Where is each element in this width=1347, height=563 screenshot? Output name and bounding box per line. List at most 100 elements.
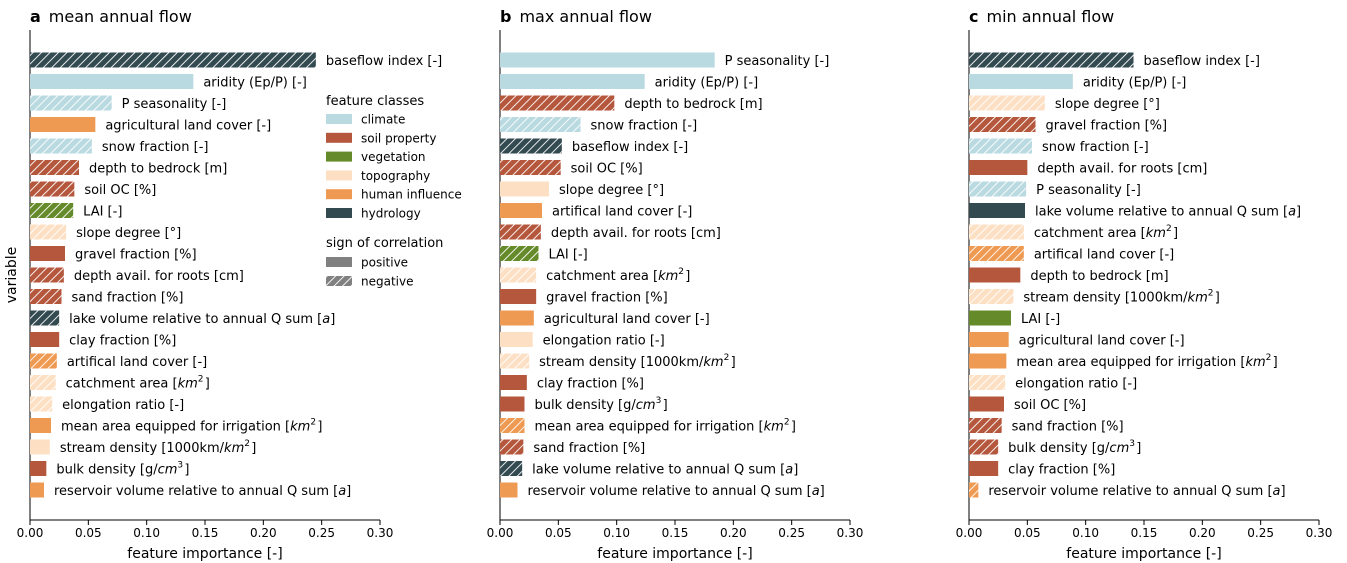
y-axis-label: variable	[4, 247, 20, 303]
bar-label: clay fraction [%]	[1008, 462, 1115, 477]
bar-label: soil OC [%]	[571, 161, 643, 176]
bar-p-seasonality	[30, 95, 112, 111]
bar-sand-fraction	[30, 289, 62, 304]
bar-label: artifical land cover [-]	[1034, 247, 1174, 262]
x-tick-label: 0.10	[133, 526, 160, 540]
bar-label: agricultural land cover [-]	[544, 312, 710, 327]
bar-label: baseflow index [-]	[1144, 54, 1260, 69]
legend-title-classes: feature classes	[326, 94, 424, 109]
bar-label: bulk density [g/cm3 ]	[535, 396, 668, 413]
bar-label: mean area equipped for irrigation [km2 ]	[1016, 353, 1277, 370]
legend-swatch-negative	[326, 276, 352, 286]
legend-title-sign: sign of correlation	[326, 236, 443, 251]
bar-sand-fraction	[969, 418, 1002, 433]
bar-clay-fraction	[30, 332, 60, 347]
legend-swatch-climate	[326, 114, 352, 124]
bar-agricultural-land-cover	[30, 117, 96, 132]
legend-swatch-hydrology	[326, 208, 352, 218]
bar-elongation-ratio	[500, 332, 533, 347]
bar-depth-avail-for-roots-cm	[30, 267, 64, 283]
bar-stream-density-1000km-km	[969, 289, 1014, 304]
legend-swatch-soil-property	[326, 132, 352, 143]
bar-depth-to-bedrock-m	[969, 267, 1021, 283]
bar-baseflow-index	[30, 52, 316, 68]
bar-lai	[969, 310, 1011, 326]
bar-label: reservoir volume relative to annual Q su…	[988, 484, 1285, 499]
legend: feature classes climate soil property veget…	[326, 94, 462, 289]
x-tick-label: 0.20	[720, 526, 747, 540]
x-tick-label: 0.10	[1072, 526, 1099, 540]
x-tick-label: 0.05	[545, 526, 572, 540]
panel-c: c min annual flow 0.00 0.05 0.10 0.15 0.20 0.25…	[956, 7, 1333, 562]
panel-a: a mean annual flow 0.00 0.05 0.10 0.15 0.20 0.2…	[17, 7, 443, 562]
x-tick-label: 0.00	[956, 526, 983, 540]
bar-snow-fraction	[969, 138, 1032, 154]
bar-catchment-area-km	[969, 224, 1024, 240]
bar-reservoir-volume-relative-to-annual-q-sum-a	[969, 482, 979, 498]
x-tick-label: 0.25	[308, 526, 335, 540]
bar-elongation-ratio	[969, 375, 1006, 390]
x-tick-label: 0.15	[1131, 526, 1158, 540]
bar-depth-avail-for-roots-cm	[500, 224, 541, 240]
bar-label: baseflow index [-]	[572, 140, 688, 155]
bar-baseflow-index	[969, 52, 1134, 68]
bar-label: lake volume relative to annual Q sum [a]	[69, 312, 335, 327]
bar-label: catchment area [km2 ]	[1034, 224, 1178, 241]
bar-catchment-area-km	[30, 375, 56, 390]
bar-label: snow fraction [-]	[1042, 140, 1149, 155]
bar-label: snow fraction [-]	[102, 140, 209, 155]
bar-aridity-ep-p	[30, 74, 194, 89]
bar-label: clay fraction [%]	[537, 376, 644, 391]
legend-label-negative: negative	[361, 275, 413, 289]
bar-label: snow fraction [-]	[591, 118, 698, 133]
bar-slope-degree	[969, 95, 1045, 111]
legend-label-positive: positive	[361, 256, 408, 270]
bar-bulk-density-g-cm	[30, 461, 47, 476]
bar-label: P seasonality [-]	[1036, 183, 1141, 198]
bar-mean-area-equipped-for-irrigation-km	[969, 353, 1007, 369]
bar-gravel-fraction	[30, 246, 65, 261]
bar-label: elongation ratio [-]	[1015, 376, 1137, 391]
legend-label-climate: climate	[361, 113, 405, 127]
bar-stream-density-1000km-km	[30, 439, 50, 455]
bar-catchment-area-km	[500, 267, 537, 283]
bar-sand-fraction	[500, 439, 524, 455]
bar-label: aridity (Ep/P) [-]	[1083, 75, 1187, 90]
bar-label: baseflow index [-]	[326, 54, 442, 69]
bar-soil-oc	[500, 160, 561, 175]
legend-swatch-topography	[326, 170, 352, 181]
legend-label-vegetation: vegetation	[361, 150, 426, 164]
bar-label: P seasonality [-]	[122, 97, 227, 112]
bar-clay-fraction	[969, 461, 999, 476]
bar-label: clay fraction [%]	[69, 333, 176, 348]
bar-mean-area-equipped-for-irrigation-km	[500, 418, 525, 433]
bar-label: gravel fraction [%]	[1046, 118, 1168, 133]
x-tick-label: 0.00	[17, 526, 44, 540]
x-tick-label: 0.20	[250, 526, 277, 540]
bar-label: sand fraction [%]	[533, 441, 645, 456]
bar-label: reservoir volume relative to annual Q su…	[54, 484, 351, 499]
bar-label: depth to bedrock [m]	[89, 161, 227, 176]
bar-artifical-land-cover	[30, 353, 57, 369]
bar-label: soil OC [%]	[84, 183, 156, 198]
bar-depth-to-bedrock-m	[500, 95, 615, 111]
x-tick-label: 0.30	[1306, 526, 1333, 540]
bar-label: bulk density [g/cm3 ]	[1008, 439, 1141, 456]
x-tick-label: 0.05	[1014, 526, 1041, 540]
bar-label: stream density [1000km/km2 ]	[539, 353, 736, 370]
bar-clay-fraction	[500, 375, 527, 390]
bar-label: catchment area [km2 ]	[546, 267, 690, 284]
bar-depth-avail-for-roots-cm	[969, 160, 1028, 175]
bar-agricultural-land-cover	[500, 310, 534, 326]
x-tick-label: 0.30	[837, 526, 864, 540]
bar-label: mean area equipped for irrigation [km2 ]	[535, 417, 796, 434]
bar-artifical-land-cover	[500, 203, 542, 218]
bar-baseflow-index	[500, 138, 562, 154]
bar-artifical-land-cover	[969, 246, 1024, 261]
bar-lai	[30, 203, 74, 218]
bar-label: aridity (Ep/P) [-]	[655, 75, 759, 90]
legend-swatch-human-influence	[326, 189, 352, 200]
bar-label: elongation ratio [-]	[62, 398, 184, 413]
bar-label: aridity (Ep/P) [-]	[203, 75, 307, 90]
bar-label: depth avail. for roots [cm]	[551, 226, 721, 241]
